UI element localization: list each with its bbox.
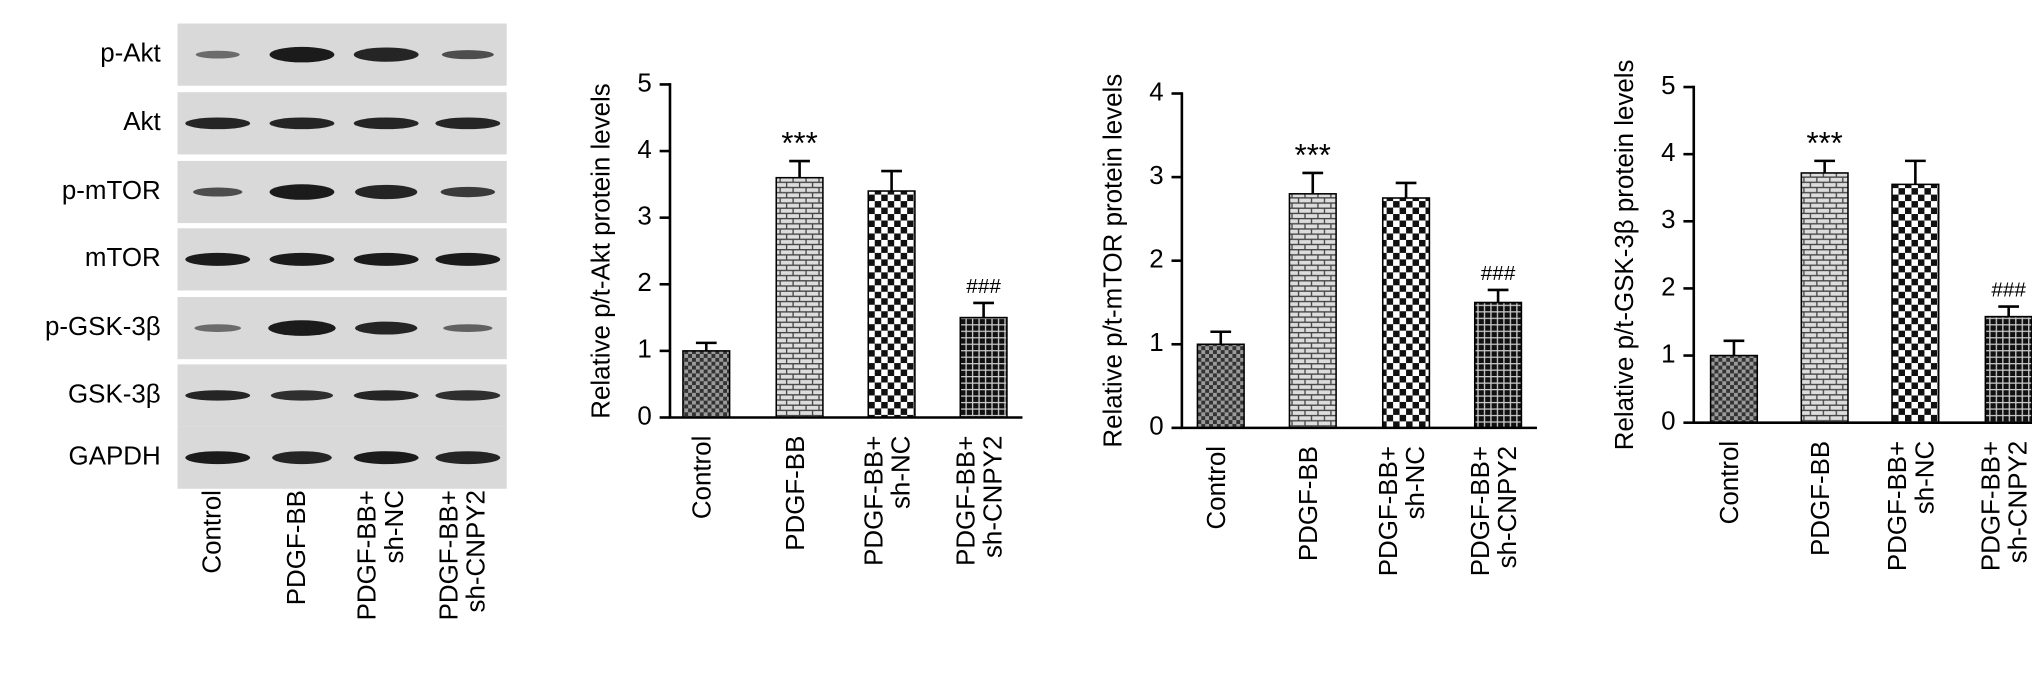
blot-band — [435, 390, 501, 401]
y-tick-label: 5 — [637, 69, 651, 97]
bar — [1381, 197, 1431, 429]
y-tick-label: 2 — [637, 269, 651, 297]
blot-band — [441, 50, 494, 60]
blot-band — [193, 187, 243, 197]
blot-row-label: GSK-3β — [68, 380, 161, 408]
blot-lane-label: PDGF-BB — [283, 490, 311, 605]
blot-row-label: mTOR — [85, 244, 161, 272]
blot-lane-label: PDGF-BB+sh-NC — [354, 490, 409, 620]
significance-label: *** — [1295, 138, 1331, 173]
blot-lane-label: Control — [199, 490, 227, 574]
blot-band — [443, 324, 493, 332]
blot-band — [185, 252, 251, 266]
x-tick-label: PDGF-BB+sh-CNPY2 — [952, 436, 1007, 566]
blot-band — [355, 184, 418, 200]
y-axis-label: Relative p/t-GSK-3β protein levels — [1611, 59, 1639, 450]
bar — [1288, 193, 1337, 429]
y-axis-label: Relative p/t-mTOR protein levels — [1099, 74, 1127, 448]
blot-band — [353, 252, 419, 266]
significance-label: *** — [781, 126, 817, 161]
axes — [1180, 92, 1537, 430]
blot-band — [185, 451, 251, 465]
y-tick-label: 0 — [1661, 408, 1675, 436]
blot-row-label: GAPDH — [69, 443, 161, 471]
blot-lane-label: PDGF-BB+sh-CNPY2 — [435, 490, 490, 620]
x-tick-label: PDGF-BB+sh-CNPY2 — [1977, 441, 2032, 571]
significance-label: ### — [966, 275, 1001, 298]
x-tick-label: Control — [1716, 441, 1744, 525]
axes — [668, 83, 1023, 419]
blot-band — [269, 117, 335, 130]
blot-band — [435, 117, 501, 130]
bar — [1891, 183, 1940, 424]
y-tick-label: 1 — [1149, 329, 1163, 357]
blot-band — [355, 321, 418, 335]
blot-row-label: p-GSK-3β — [45, 313, 161, 341]
y-tick-label: 1 — [1661, 340, 1675, 368]
blot-band — [440, 186, 496, 198]
bar — [1473, 301, 1523, 429]
blot-band — [269, 184, 335, 200]
y-axis-label: Relative p/t-Akt protein levels — [587, 83, 615, 419]
blot-band — [272, 451, 332, 465]
significance-label: ### — [1991, 278, 2026, 301]
significance-label: *** — [1806, 126, 1842, 161]
y-tick-label: 3 — [1149, 162, 1163, 190]
significance-label: ### — [1481, 262, 1516, 285]
y-tick-label: 3 — [637, 203, 651, 231]
blot-row-label: Akt — [123, 108, 161, 136]
bar — [867, 190, 916, 419]
blot-band — [353, 451, 419, 465]
blot-band — [269, 46, 335, 63]
y-tick-label: 0 — [637, 402, 651, 430]
x-tick-label: Control — [689, 436, 717, 520]
blot-band — [353, 117, 419, 130]
x-tick-label: PDGF-BB — [1295, 446, 1323, 561]
blot-band — [270, 390, 334, 401]
blot-band — [185, 117, 251, 130]
x-tick-label: Control — [1203, 446, 1231, 530]
blot-band — [268, 320, 336, 336]
y-tick-label: 4 — [1661, 139, 1675, 167]
x-tick-label: PDGF-BB+sh-NC — [1375, 446, 1430, 576]
x-tick-label: PDGF-BB — [1807, 441, 1835, 556]
blot-band — [195, 50, 240, 59]
y-tick-label: 3 — [1661, 206, 1675, 234]
y-tick-label: 4 — [637, 136, 651, 164]
blot-row-label: p-mTOR — [62, 177, 161, 205]
blot-band — [353, 47, 419, 62]
bar — [682, 350, 731, 419]
x-tick-label: PDGF-BB+sh-CNPY2 — [1467, 446, 1522, 576]
blot-band — [194, 324, 242, 332]
y-tick-label: 5 — [1661, 72, 1675, 100]
y-tick-label: 4 — [1149, 78, 1163, 106]
bar — [775, 176, 824, 419]
y-tick-label: 2 — [1149, 246, 1163, 274]
x-tick-label: PDGF-BB+sh-NC — [860, 436, 915, 566]
bar — [1196, 343, 1245, 429]
blot-band — [269, 252, 335, 266]
x-tick-label: PDGF-BB — [782, 436, 810, 551]
blot-band — [435, 252, 501, 266]
bar — [1800, 172, 1849, 424]
blot-band — [353, 390, 419, 401]
blot-band — [185, 390, 251, 401]
blot-band — [435, 451, 501, 465]
y-tick-label: 2 — [1661, 273, 1675, 301]
bar — [959, 316, 1008, 419]
x-tick-label: PDGF-BB+sh-NC — [1884, 441, 1939, 571]
y-tick-label: 0 — [1149, 413, 1163, 441]
bar — [1984, 315, 2032, 424]
blot-row-label: p-Akt — [100, 39, 161, 67]
y-tick-label: 1 — [637, 336, 651, 364]
bar — [1709, 354, 1759, 424]
axes — [1692, 85, 2032, 424]
